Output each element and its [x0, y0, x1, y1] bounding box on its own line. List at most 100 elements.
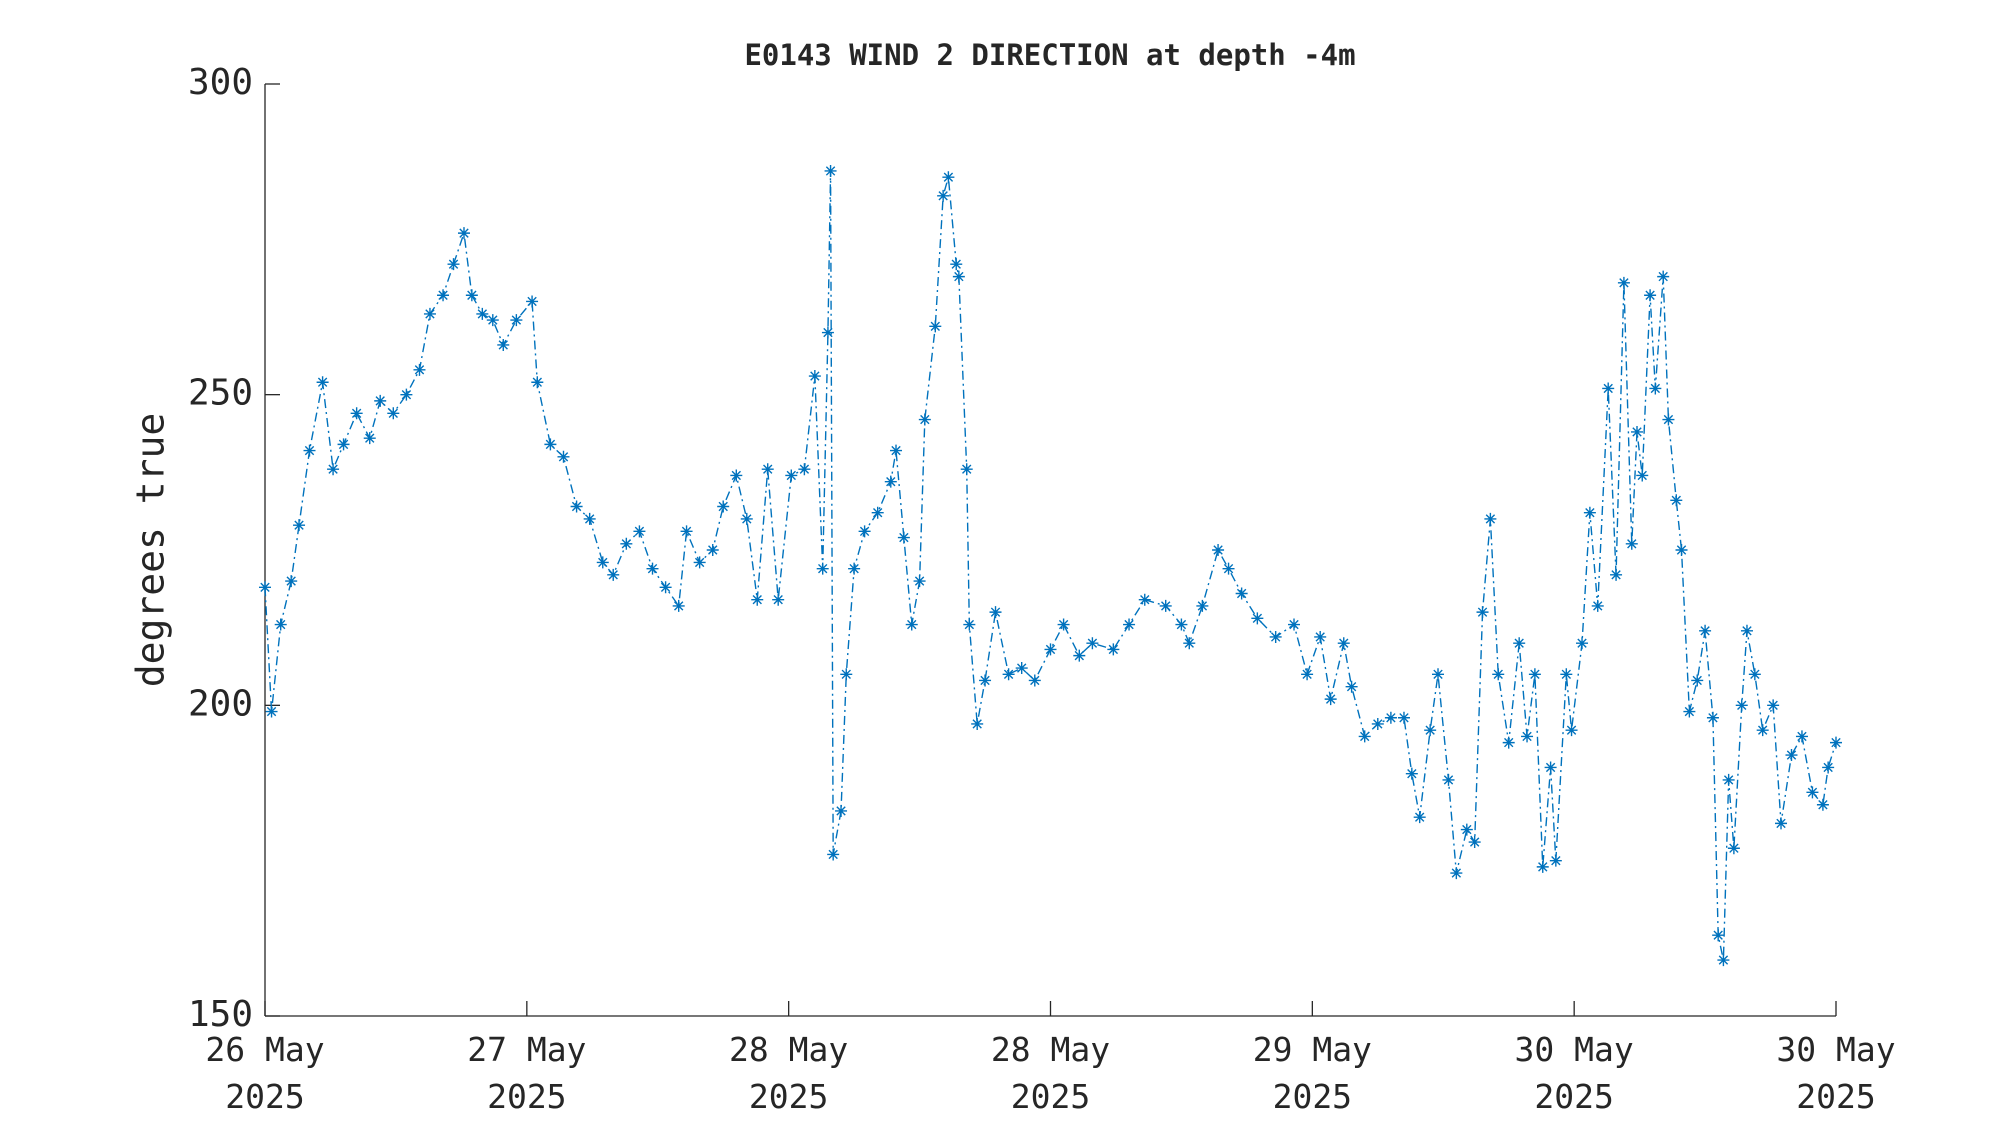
- marker: [897, 531, 910, 544]
- marker: [1413, 811, 1426, 824]
- marker: [821, 326, 834, 339]
- marker: [1159, 599, 1172, 612]
- marker: [374, 394, 387, 407]
- marker: [486, 314, 499, 327]
- marker: [423, 307, 436, 320]
- marker: [1576, 637, 1589, 650]
- marker: [316, 376, 329, 389]
- marker: [1371, 717, 1384, 730]
- marker: [531, 376, 544, 389]
- marker: [1735, 699, 1748, 712]
- marker: [1028, 674, 1041, 687]
- x-tick-label: 30 May 2025: [1776, 1030, 1896, 1116]
- marker: [544, 438, 557, 451]
- marker: [730, 469, 743, 482]
- y-tick-label: 250: [188, 373, 253, 414]
- marker: [1450, 867, 1463, 880]
- marker: [1405, 767, 1418, 780]
- marker: [607, 568, 620, 581]
- marker: [1358, 730, 1371, 743]
- marker: [1251, 612, 1264, 625]
- marker: [1544, 761, 1557, 774]
- marker: [1107, 643, 1120, 656]
- marker: [659, 581, 672, 594]
- x-tick-label: 28 May 2025: [990, 1030, 1111, 1116]
- y-axis-label: degrees true: [129, 413, 173, 688]
- marker: [929, 320, 942, 333]
- marker: [1644, 289, 1657, 302]
- marker: [583, 512, 596, 525]
- marker: [1502, 736, 1515, 749]
- marker: [1442, 773, 1455, 786]
- y-tick-label: 300: [188, 62, 253, 103]
- marker: [476, 307, 489, 320]
- marker: [1235, 587, 1248, 600]
- marker: [1683, 705, 1696, 718]
- marker: [1830, 736, 1842, 749]
- marker: [303, 444, 316, 457]
- marker: [918, 413, 931, 426]
- marker: [693, 556, 706, 569]
- marker: [1610, 568, 1623, 581]
- marker: [772, 593, 785, 606]
- chart-title: E0143 WIND 2 DIRECTION at depth -4m: [744, 38, 1355, 72]
- marker: [327, 463, 340, 476]
- marker: [1636, 469, 1649, 482]
- marker: [816, 562, 829, 575]
- marker: [871, 506, 884, 519]
- marker: [1175, 618, 1188, 631]
- x-tick-label: 27 May 2025: [467, 1030, 587, 1116]
- marker: [437, 289, 450, 302]
- marker: [1397, 711, 1410, 724]
- marker: [510, 314, 523, 327]
- marker: [1123, 618, 1136, 631]
- marker: [350, 407, 363, 420]
- marker: [646, 562, 659, 575]
- marker: [1324, 693, 1337, 706]
- marker: [1675, 544, 1688, 556]
- marker: [942, 171, 955, 184]
- marker: [952, 270, 965, 283]
- marker: [1528, 668, 1541, 681]
- marker: [835, 804, 848, 817]
- marker: [1476, 606, 1489, 619]
- marker: [1657, 270, 1670, 283]
- marker: [1617, 276, 1630, 289]
- marker: [824, 164, 837, 177]
- marker: [808, 370, 821, 383]
- marker: [1691, 674, 1704, 687]
- marker: [465, 289, 478, 302]
- marker: [1722, 773, 1735, 786]
- marker: [971, 717, 984, 730]
- marker: [1002, 668, 1015, 681]
- marker: [620, 537, 633, 550]
- marker: [884, 475, 897, 488]
- marker: [963, 618, 976, 631]
- marker: [1816, 798, 1829, 811]
- marker: [1767, 699, 1780, 712]
- marker: [274, 618, 287, 631]
- marker: [1460, 823, 1473, 836]
- marker: [1785, 749, 1798, 762]
- marker: [1196, 599, 1209, 612]
- marker: [1183, 637, 1196, 650]
- marker: [740, 512, 753, 525]
- marker: [1015, 662, 1028, 675]
- marker: [1699, 624, 1712, 637]
- marker: [1549, 854, 1562, 867]
- marker: [285, 575, 298, 588]
- marker: [1384, 711, 1397, 724]
- marker: [1432, 668, 1445, 681]
- marker: [960, 463, 973, 476]
- marker: [1086, 637, 1099, 650]
- marker: [363, 432, 376, 445]
- marker: [497, 338, 510, 351]
- marker: [265, 705, 278, 718]
- marker: [259, 581, 271, 594]
- marker: [1513, 637, 1526, 650]
- marker: [387, 407, 400, 420]
- marker: [1602, 382, 1615, 395]
- marker: [1301, 668, 1314, 681]
- x-tick-label: 28 May 2025: [729, 1030, 849, 1116]
